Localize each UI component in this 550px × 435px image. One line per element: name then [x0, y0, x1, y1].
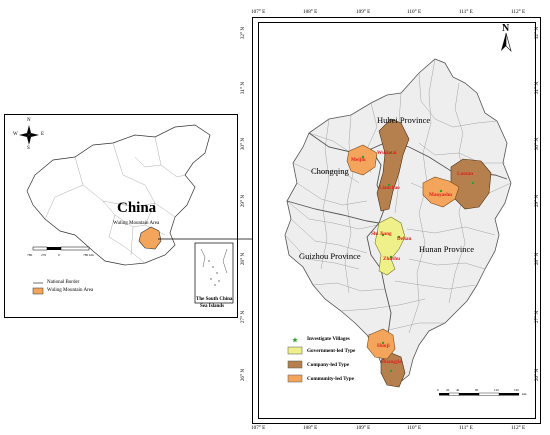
left-tick-31: 31° N	[240, 81, 247, 95]
inset-scale-270: 270	[41, 253, 47, 257]
right-tick-32: 32° N	[534, 26, 541, 40]
left-tick-32: 32° N	[240, 26, 247, 40]
inset-province-lines	[44, 136, 186, 264]
province-hunan: Hunan Province	[419, 244, 475, 254]
legend-company-swatch	[287, 360, 303, 369]
left-tick-30: 30° N	[240, 137, 247, 151]
village-shi-jiang: Shi Jiang	[371, 231, 392, 237]
province-hubei: Hubei Province	[377, 115, 431, 125]
right-tick-29: 29° N	[534, 194, 541, 208]
village-huoji: Huoji	[377, 343, 390, 349]
china-map	[19, 124, 234, 304]
inset-scale-780km: 780 km	[83, 253, 94, 257]
legend-community: Community-led Type	[307, 376, 354, 382]
left-tick-27: 27° N	[240, 310, 247, 324]
inset-compass-n: N	[27, 118, 31, 123]
scale-80: 80	[475, 388, 479, 392]
company-area-south	[380, 352, 406, 388]
bottom-tick-109: 109° E	[356, 425, 371, 431]
government-area	[374, 216, 406, 276]
community-area-west	[346, 144, 378, 176]
inset-scale-0: 0	[58, 253, 60, 257]
right-tick-26: 26° N	[534, 368, 541, 382]
inset-country-label: China	[117, 200, 157, 216]
main-scale-bar	[439, 392, 519, 396]
scale-120: 120	[494, 388, 499, 392]
legend-government: Government-led Type	[307, 348, 356, 354]
village-luotan: Luotan	[457, 171, 474, 177]
top-tick-107: 107° E	[251, 9, 266, 15]
right-tick-28: 28° N	[534, 252, 541, 266]
inset-wuling-area	[138, 226, 162, 250]
right-tick-30: 30° N	[534, 137, 541, 151]
north-label: N	[502, 23, 510, 34]
inset-map: N S W E China Wuling Mountain Area 780 2…	[4, 114, 238, 318]
right-tick-27: 27° N	[534, 310, 541, 324]
left-tick-29: 29° N	[240, 194, 247, 208]
village-meijiu: Meijiu	[351, 157, 366, 163]
inset-legend-border: National Border	[47, 280, 80, 285]
village-huangjia: Huangjia	[381, 359, 402, 365]
scale-40: 40	[456, 388, 460, 392]
inset-scale-bar	[32, 246, 90, 251]
scale-160: 160	[514, 388, 519, 392]
top-tick-110: 110° E	[407, 9, 422, 15]
inset-compass-s: S	[27, 146, 30, 151]
inset-compass-icon	[19, 125, 39, 145]
inset-legend-wuling: Wuling Mountain Area	[47, 288, 94, 293]
bottom-tick-112: 112° E	[511, 425, 526, 431]
top-tick-111: 111° E	[459, 9, 473, 15]
right-tick-31: 31° N	[534, 81, 541, 95]
province-guizhou: Guizhou Province	[299, 251, 361, 261]
legend-star-icon	[292, 337, 298, 343]
village-dehan: Dehan	[397, 236, 412, 242]
scale-0: 0	[437, 388, 439, 392]
legend-company: Company-led Type	[307, 362, 350, 368]
china-outline	[26, 124, 211, 266]
left-tick-26: 26° N	[240, 368, 247, 382]
community-area-south	[366, 328, 396, 360]
inset-compass-w: W	[13, 132, 18, 137]
top-tick-109: 109° E	[356, 9, 371, 15]
top-tick-108: 108° E	[303, 9, 318, 15]
legend-government-swatch	[287, 346, 303, 355]
left-tick-28: 28° N	[240, 252, 247, 266]
inset-area-label: Wuling Mountain Area	[113, 221, 160, 226]
north-arrow-icon	[501, 32, 512, 53]
bottom-tick-107: 107° E	[251, 425, 266, 431]
village-stars	[361, 151, 475, 373]
south-sea-box	[194, 242, 234, 304]
village-wujiatai: Wujiatai	[377, 150, 397, 156]
legend-community-swatch	[287, 374, 303, 383]
scale-km: km	[522, 392, 527, 396]
bottom-tick-108: 108° E	[303, 425, 318, 431]
bottom-tick-110: 110° E	[407, 425, 422, 431]
village-zhushu: Zhushu	[383, 256, 401, 262]
wuling-region-map	[284, 32, 519, 396]
top-tick-112: 112° E	[511, 9, 526, 15]
village-maoyashu: Maoyashu	[429, 192, 453, 198]
bottom-tick-111: 111° E	[459, 425, 473, 431]
village-lianchao: Lianchao	[379, 185, 400, 191]
south-sea-label-1: The South China	[196, 297, 233, 302]
legend-investigate-villages: Investigate Villages	[307, 336, 350, 342]
province-chongqing: Chongqing	[311, 166, 349, 176]
inset-scale-780: 780	[27, 253, 33, 257]
company-area-north	[376, 118, 410, 212]
south-sea-label-2: Sea Islands	[200, 304, 225, 309]
scale-20: 20	[446, 388, 450, 392]
main-map: Hubei Province Chongqing Guizhou Provinc…	[258, 22, 536, 419]
inset-compass-e: E	[41, 132, 45, 137]
